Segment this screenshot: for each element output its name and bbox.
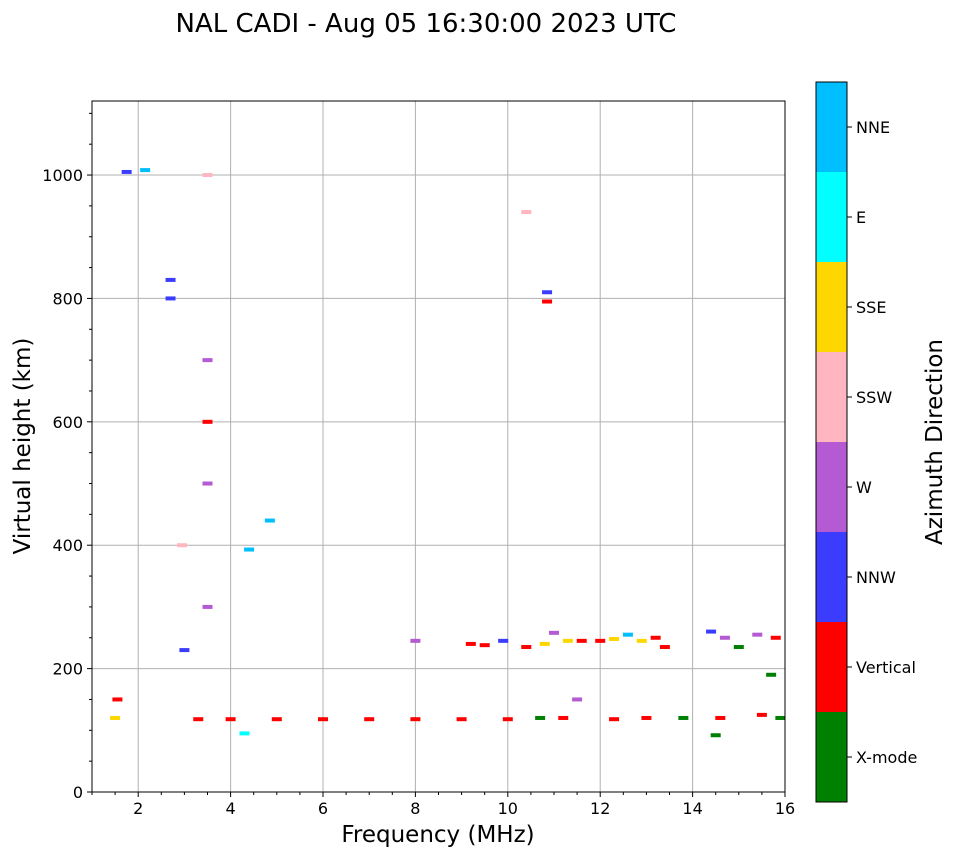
echo-mark: [572, 697, 583, 702]
echo-data-layer: [110, 168, 786, 738]
echo-mark: [535, 715, 546, 720]
echo-mark: [244, 547, 255, 552]
echo-mark: [542, 290, 553, 295]
echo-mark: [549, 630, 559, 635]
echo-mark: [165, 277, 176, 282]
colorbar-segment: [816, 532, 847, 622]
echo-mark: [756, 712, 767, 717]
echo-mark: [140, 168, 151, 173]
echo-mark: [706, 629, 717, 634]
echo-mark: [641, 715, 652, 720]
echo-mark: [110, 715, 121, 720]
echo-mark: [364, 717, 375, 722]
y-tick-label: 600: [52, 413, 83, 432]
echo-mark: [609, 636, 620, 641]
y-tick-label: 0: [73, 783, 83, 802]
colorbar-frame: [815, 81, 848, 803]
colorbar-segment: [816, 262, 847, 352]
echo-mark: [521, 645, 532, 650]
echo-mark: [479, 643, 490, 648]
echo-mark: [202, 358, 213, 363]
echo-mark: [752, 632, 763, 637]
colorbar-segment: [816, 82, 847, 172]
echo-mark: [498, 638, 509, 643]
echo-mark: [562, 638, 573, 643]
echo-mark: [775, 715, 786, 720]
echo-mark: [521, 210, 532, 215]
echo-mark: [622, 632, 633, 637]
echo-mark: [659, 645, 670, 650]
echo-mark: [595, 638, 606, 643]
y-tick-label: 200: [52, 660, 83, 679]
echo-mark: [576, 638, 587, 643]
echo-mark: [410, 717, 421, 722]
echo-mark: [715, 715, 726, 720]
echo-mark: [609, 717, 620, 722]
x-tick-label: 8: [410, 799, 420, 818]
colorbar-tick-label: NNE: [856, 118, 890, 137]
echo-mark: [193, 717, 204, 722]
colorbar-tick-label: E: [856, 208, 866, 227]
echo-mark: [542, 299, 553, 304]
azimuth-colorbar: X-mode Vertical NNW W SSW SSE E NNE: [816, 82, 917, 802]
y-axis-label: Virtual height (km): [10, 338, 36, 555]
echo-mark: [264, 518, 275, 523]
colorbar-tick-label: SSW: [856, 388, 892, 407]
colorbar-tick-label: SSE: [856, 298, 886, 317]
colorbar-segment: [816, 622, 847, 712]
echo-mark: [239, 731, 250, 736]
x-tick-label: 4: [226, 799, 236, 818]
echo-mark: [202, 419, 213, 424]
colorbar-segment: [816, 172, 847, 262]
colorbar-segment: [816, 442, 847, 532]
echo-mark: [202, 481, 213, 486]
axis-ticks: 2 4 6 8 10 12 14 16 0 200 400 600 800 1000: [42, 112, 795, 818]
echo-mark: [112, 697, 123, 702]
echo-mark: [179, 648, 190, 653]
echo-mark: [456, 717, 467, 722]
x-axis-label: Frequency (MHz): [341, 822, 534, 848]
echo-mark: [558, 715, 569, 720]
echo-mark: [650, 635, 661, 640]
x-tick-label: 12: [590, 799, 610, 818]
echo-mark: [318, 717, 328, 722]
echo-mark: [202, 604, 213, 609]
echo-mark: [766, 672, 777, 677]
echo-mark: [465, 641, 476, 646]
echo-mark: [636, 638, 647, 643]
echo-mark: [165, 296, 176, 301]
echo-mark: [271, 717, 282, 722]
colorbar-segment: [816, 352, 847, 442]
grid-lines: [92, 101, 786, 793]
y-tick-label: 400: [52, 536, 83, 555]
chart-title: NAL CADI - Aug 05 16:30:00 2023 UTC: [176, 9, 677, 39]
colorbar-tick-label: W: [856, 478, 872, 497]
echo-mark: [770, 635, 781, 640]
colorbar-tick-label: Vertical: [856, 658, 916, 677]
x-tick-label: 16: [775, 799, 795, 818]
colorbar-tick-label: X-mode: [856, 748, 917, 767]
y-tick-label: 1000: [42, 166, 83, 185]
echo-mark: [733, 645, 744, 650]
y-tick-label: 800: [52, 289, 83, 308]
plot-area-frame: [91, 100, 786, 793]
colorbar-tick-label: NNW: [856, 568, 896, 587]
echo-mark: [719, 635, 730, 640]
colorbar-label: Azimuth Direction: [922, 339, 948, 545]
echo-mark: [177, 543, 188, 548]
x-tick-label: 2: [133, 799, 143, 818]
x-tick-label: 14: [682, 799, 702, 818]
x-tick-label: 6: [318, 799, 328, 818]
echo-mark: [678, 715, 689, 720]
echo-mark: [502, 717, 513, 722]
echo-mark: [202, 173, 213, 178]
x-tick-label: 10: [498, 799, 518, 818]
echo-mark: [539, 641, 550, 646]
echo-mark: [121, 169, 132, 174]
echo-mark: [710, 733, 721, 738]
echo-mark: [410, 638, 421, 643]
echo-mark: [225, 717, 236, 722]
colorbar-segment: [816, 712, 847, 802]
